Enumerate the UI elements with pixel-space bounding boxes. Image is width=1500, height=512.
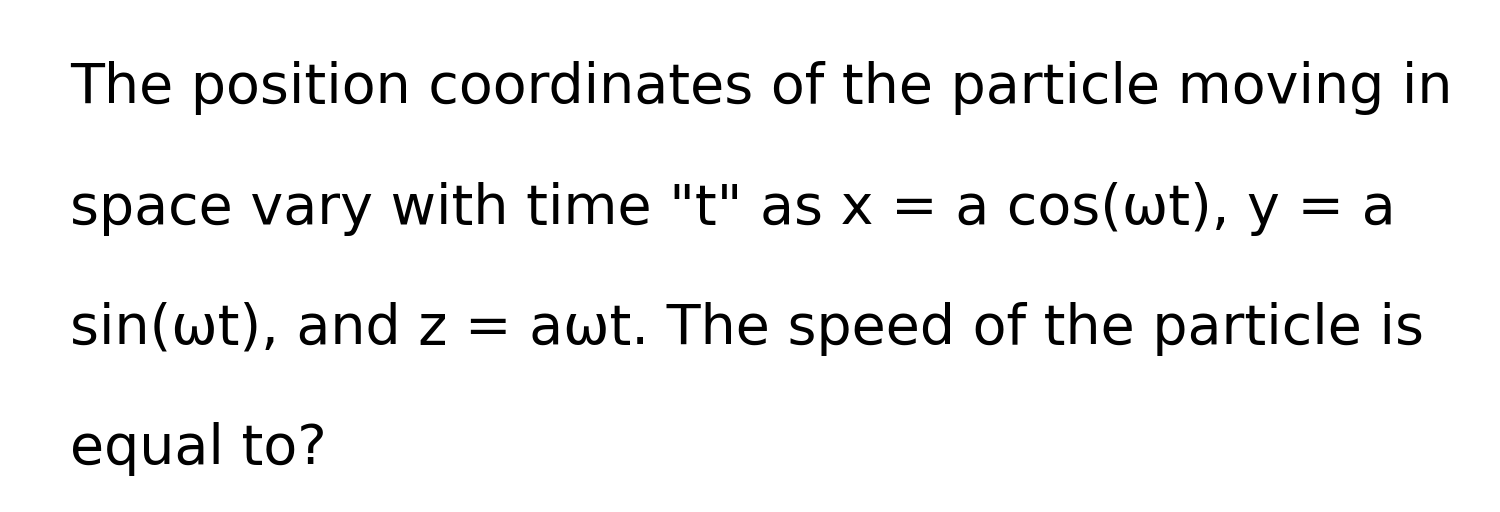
Text: space vary with time "t" as x = a cos(ωt), y = a: space vary with time "t" as x = a cos(ωt… [70, 182, 1396, 236]
Text: sin(ωt), and z = aωt. The speed of the particle is: sin(ωt), and z = aωt. The speed of the p… [70, 302, 1425, 356]
Text: equal to?: equal to? [70, 422, 327, 476]
Text: The position coordinates of the particle moving in: The position coordinates of the particle… [70, 61, 1454, 115]
